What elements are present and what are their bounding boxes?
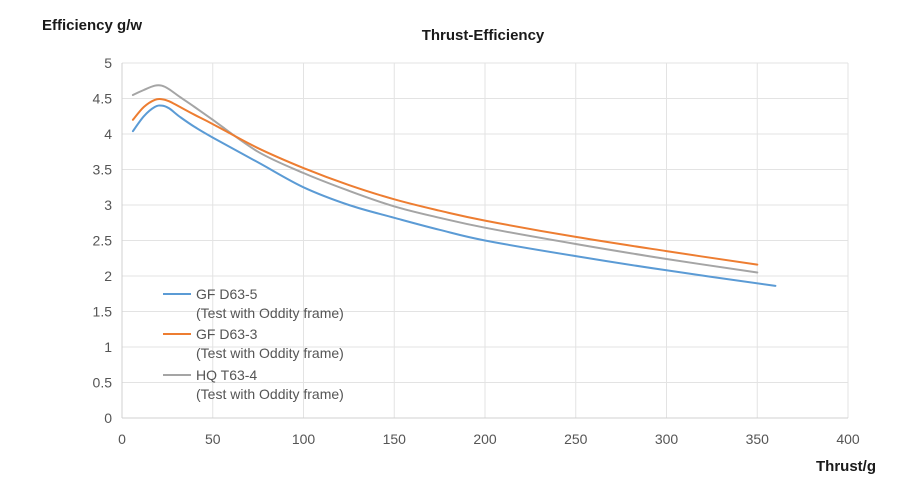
x-tick-label: 0 [118,431,126,447]
y-tick-label: 2.5 [93,233,113,249]
y-tick-label: 1 [104,339,112,355]
x-tick-label: 350 [746,431,770,447]
chart-title: Thrust-Efficiency [422,27,545,44]
legend-note-2: (Test with Oddity frame) [196,386,344,402]
x-tick-label: 200 [473,431,497,447]
y-tick-label: 0 [104,410,112,426]
legend: GF D63-5 (Test with Oddity frame) GF D63-3… [163,286,344,402]
series-line-1 [131,97,759,266]
y-tick-label: 4 [104,126,112,142]
y-axis-title: Efficiency g/w [42,17,142,34]
x-tick-label: 400 [836,431,860,447]
x-tick-label: 250 [564,431,588,447]
legend-note-0: (Test with Oddity frame) [196,305,344,321]
y-tick-label: 0.5 [93,375,113,391]
y-tick-label: 4.5 [93,91,113,107]
x-tick-label: 50 [205,431,221,447]
x-axis-title: Thrust/g [816,458,876,475]
y-tick-label: 3 [104,197,112,213]
y-tick-label: 1.5 [93,304,113,320]
legend-note-1: (Test with Oddity frame) [196,345,344,361]
y-tick-label: 2 [104,268,112,284]
series-line-0 [131,104,777,287]
x-tick-label: 100 [292,431,316,447]
series-lines [131,84,777,287]
legend-label-0: GF D63-5 [196,286,258,302]
x-tick-label: 300 [655,431,679,447]
x-tick-label: 150 [383,431,407,447]
series-line-2 [131,84,759,274]
legend-label-1: GF D63-3 [196,326,258,342]
y-tick-label: 5 [104,55,112,71]
y-tick-label: 3.5 [93,162,113,178]
legend-label-2: HQ T63-4 [196,367,257,383]
axes: 00.511.522.533.544.550 50 100 150 200 250 300 3… [93,55,860,447]
